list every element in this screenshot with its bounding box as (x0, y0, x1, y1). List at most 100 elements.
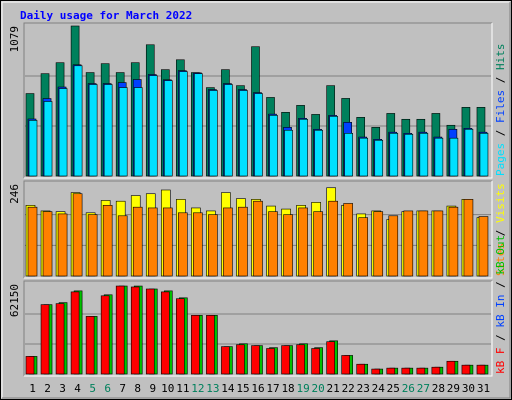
x-tick-label: 23 (357, 382, 370, 395)
bar (416, 367, 426, 375)
x-tick-label: 2 (44, 382, 51, 395)
bar (85, 316, 95, 375)
x-tick-label: 10 (161, 382, 174, 395)
bar (314, 129, 323, 177)
x-tick-label: 6 (104, 382, 111, 395)
bar (236, 344, 245, 375)
bar (221, 346, 230, 375)
x-tick-label: 15 (236, 382, 249, 395)
bar (28, 120, 38, 177)
bar (191, 315, 200, 375)
bar (57, 213, 68, 277)
bar (40, 304, 50, 375)
bar (313, 211, 323, 277)
bar (43, 101, 53, 177)
bar (239, 90, 248, 177)
bar (341, 355, 350, 375)
legend: Sites / Visits (494, 183, 507, 276)
bar (374, 139, 384, 177)
x-tick-label: 4 (74, 382, 81, 395)
bar (133, 87, 143, 177)
panel-bevel (23, 280, 492, 376)
bar (373, 211, 384, 277)
bar (461, 364, 471, 375)
bar (298, 207, 308, 277)
bar (326, 341, 335, 375)
bar (358, 217, 369, 277)
y-tick-label: 1079 (8, 26, 21, 53)
bar (194, 73, 203, 177)
bar (449, 137, 459, 177)
chart-title: Daily usage for March 2022 (20, 9, 192, 22)
bar (433, 210, 444, 277)
x-tick-label: 25 (387, 382, 400, 395)
x-tick-label: 24 (372, 382, 386, 395)
x-tick-label: 11 (176, 382, 189, 395)
x-tick-label: 22 (342, 382, 355, 395)
bar (209, 90, 218, 177)
bar (223, 207, 233, 277)
bar (206, 315, 215, 375)
bar (343, 203, 353, 277)
bar (479, 133, 489, 177)
bar (269, 115, 278, 177)
x-tick-label: 30 (462, 382, 475, 395)
legend-entry: kB Out (494, 235, 507, 275)
x-tick-label: 7 (119, 382, 126, 395)
bar (344, 133, 353, 177)
bar (55, 303, 65, 375)
bar (115, 285, 125, 375)
bar (73, 65, 83, 177)
x-tick-label: 29 (447, 382, 460, 395)
bar (284, 129, 293, 177)
y-tick-label: 62150 (8, 284, 21, 317)
x-tick-label: 21 (327, 382, 340, 395)
bar (356, 363, 366, 375)
legend-entry: Visits (494, 183, 507, 223)
bar (329, 116, 338, 177)
bar (103, 84, 113, 177)
bar (251, 345, 260, 375)
bar (266, 348, 275, 375)
bar (87, 214, 98, 277)
legend-separator: / (494, 123, 507, 143)
x-tick-label: 16 (251, 382, 264, 395)
bar (296, 344, 305, 375)
legend-entry: Hits (494, 44, 507, 71)
bar (371, 368, 381, 375)
bar (118, 87, 128, 177)
bar (178, 212, 188, 277)
bar (208, 214, 218, 277)
bar (283, 214, 293, 277)
bar (328, 200, 338, 277)
bar (160, 291, 170, 375)
x-tick-label: 31 (477, 382, 490, 395)
bar (401, 367, 411, 375)
bar (389, 133, 399, 177)
bar (70, 291, 80, 375)
bar (224, 84, 233, 177)
x-tick-label: 12 (191, 382, 204, 395)
x-tick-label: 20 (312, 382, 325, 395)
x-tick-label: 5 (89, 382, 96, 395)
bar (418, 210, 429, 277)
bar (254, 93, 263, 177)
bar (147, 207, 158, 277)
x-tick-label: 26 (402, 382, 415, 395)
bar (27, 206, 38, 277)
bar (476, 364, 486, 375)
legend-entry: Sites (494, 243, 507, 276)
x-tick-label: 17 (266, 382, 279, 395)
panel-bevel (24, 281, 493, 377)
bar (386, 367, 396, 375)
panel-bevel (23, 180, 492, 278)
bar (145, 288, 155, 375)
bar (463, 199, 474, 277)
bar (431, 366, 441, 375)
legend: Pages / Files / Hits (494, 44, 507, 177)
bar (419, 133, 429, 177)
bar (176, 298, 185, 375)
